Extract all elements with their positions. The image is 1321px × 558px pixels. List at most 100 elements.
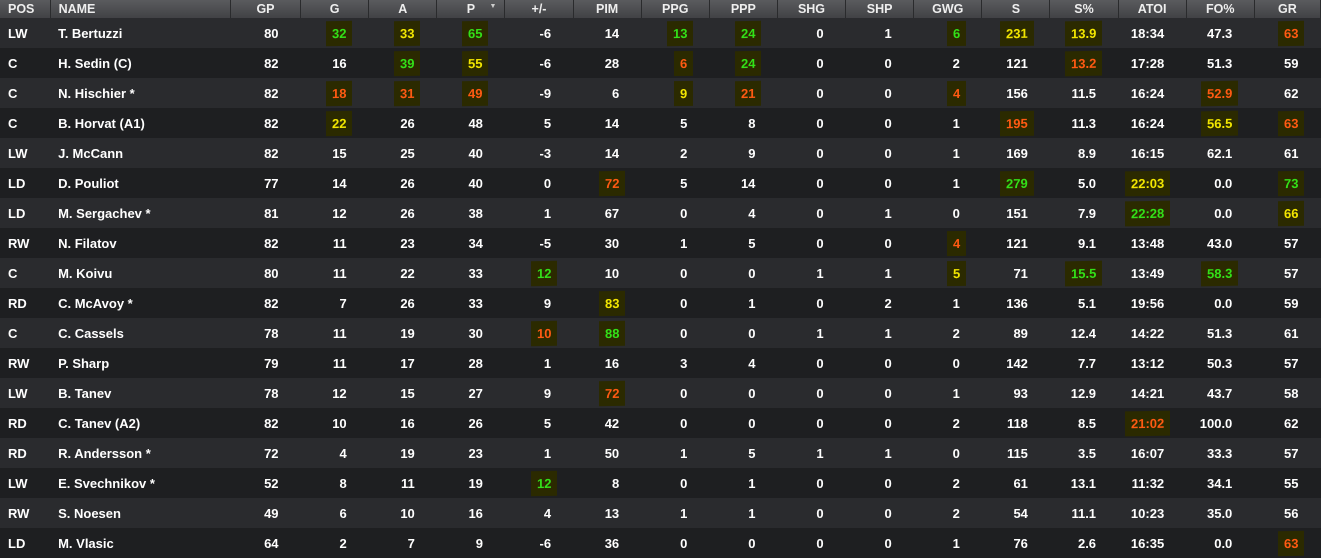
cell-fo: 34.1 xyxy=(1186,468,1255,498)
cell-pim: 50 xyxy=(573,438,642,468)
column-header-name[interactable]: NAME xyxy=(50,0,231,18)
cell-shg: 0 xyxy=(777,378,846,408)
cell-gr: 61 xyxy=(1254,318,1321,348)
cell-gp: 72 xyxy=(230,438,301,468)
cell-name[interactable]: M. Vlasic xyxy=(50,528,231,558)
column-header-spct[interactable]: S% xyxy=(1049,0,1119,18)
table-row[interactable]: LW B. Tanev 78 12 15 27 9 72 0 0 0 0 1 93 12.9 14:21 43.… xyxy=(0,378,1321,408)
highlighted-value: 24 xyxy=(734,50,762,76)
highlighted-value: 5 xyxy=(946,260,966,286)
cell-shg: 0 xyxy=(777,528,846,558)
cell-name[interactable]: D. Pouliot xyxy=(50,168,231,198)
cell-ppg: 0 xyxy=(641,288,710,318)
cell-ppg: 2 xyxy=(641,138,710,168)
column-header-g[interactable]: G xyxy=(300,0,370,18)
cell-pos: LD xyxy=(0,198,51,228)
table-row[interactable]: C C. Cassels 78 11 19 30 10 88 0 0 1 1 2 89 12.4 14:22 5… xyxy=(0,318,1321,348)
cell-shg: 0 xyxy=(777,108,846,138)
column-header-pim[interactable]: PIM xyxy=(573,0,642,18)
column-header-shp[interactable]: SHP xyxy=(845,0,915,18)
column-header-gp[interactable]: GP xyxy=(230,0,302,18)
column-header-pm[interactable]: +/- xyxy=(504,0,574,18)
cell-name[interactable]: C. Cassels xyxy=(50,318,231,348)
column-header-gwg[interactable]: GWG xyxy=(913,0,983,18)
cell-fo: 100.0 xyxy=(1186,408,1255,438)
highlighted-value: 33 xyxy=(394,20,421,46)
table-row[interactable]: LW T. Bertuzzi 80 32 33 65 -6 14 13 24 0 1 6 231 13.9 1… xyxy=(0,18,1321,48)
cell-name[interactable]: B. Horvat (A1) xyxy=(50,108,231,138)
cell-ppg: 3 xyxy=(641,348,710,378)
cell-name[interactable]: C. McAvoy * xyxy=(50,288,231,318)
cell-fo: 51.3 xyxy=(1186,318,1255,348)
cell-name[interactable]: M. Koivu xyxy=(50,258,231,288)
table-row[interactable]: RW P. Sharp 79 11 17 28 1 16 3 4 0 0 0 142 7.7 13:12 50.… xyxy=(0,348,1321,378)
cell-s: 118 xyxy=(981,408,1050,438)
cell-shg: 0 xyxy=(777,288,846,318)
cell-spct: 7.7 xyxy=(1049,348,1119,378)
table-row[interactable]: LD D. Pouliot 77 14 26 40 0 72 5 14 0 0 1 279 5.0 22:03… xyxy=(0,168,1321,198)
cell-fo: 0.0 xyxy=(1186,198,1255,228)
cell-spct: 8.9 xyxy=(1049,138,1119,168)
cell-name[interactable]: S. Noesen xyxy=(50,498,231,528)
cell-name[interactable]: M. Sergachev * xyxy=(50,198,231,228)
cell-name[interactable]: R. Andersson * xyxy=(50,438,231,468)
cell-shp: 0 xyxy=(845,498,914,528)
cell-ppg: 6 xyxy=(641,48,710,78)
table-row[interactable]: RD R. Andersson * 72 4 19 23 1 50 1 5 1 1 0 115 3.5 16:… xyxy=(0,438,1321,468)
cell-shp: 1 xyxy=(845,438,914,468)
highlighted-value: 32 xyxy=(326,20,353,46)
cell-name[interactable]: N. Filatov xyxy=(50,228,231,258)
table-row[interactable]: LW E. Svechnikov * 52 8 11 19 12 8 0 1 0 0 2 61 13.1 11… xyxy=(0,468,1321,498)
cell-a: 26 xyxy=(368,168,437,198)
cell-ppg: 0 xyxy=(641,528,710,558)
table-row[interactable]: C M. Koivu 80 11 22 33 12 10 0 0 1 1 5 71 15.5 13:49 58.… xyxy=(0,258,1321,288)
cell-name[interactable]: T. Bertuzzi xyxy=(50,18,231,48)
column-header-shg[interactable]: SHG xyxy=(777,0,847,18)
cell-pm: 0 xyxy=(504,168,574,198)
column-header-pos[interactable]: POS xyxy=(0,0,51,18)
cell-name[interactable]: B. Tanev xyxy=(50,378,231,408)
cell-fo: 35.0 xyxy=(1186,498,1255,528)
column-header-a[interactable]: A xyxy=(368,0,438,18)
cell-pim: 72 xyxy=(573,378,642,408)
highlighted-value: 22:28 xyxy=(1124,200,1171,226)
cell-name[interactable]: P. Sharp xyxy=(50,348,231,378)
cell-pm: 12 xyxy=(504,468,574,498)
table-row[interactable]: LD M. Vlasic 64 2 7 9 -6 36 0 0 0 0 1 76 2.6 16:35 0.0 63 xyxy=(0,528,1321,558)
cell-ppp: 8 xyxy=(709,108,778,138)
highlighted-value: 72 xyxy=(598,380,626,406)
cell-a: 25 xyxy=(368,138,437,168)
cell-name[interactable]: E. Svechnikov * xyxy=(50,468,231,498)
cell-pos: RW xyxy=(0,228,51,258)
cell-atoi: 11:32 xyxy=(1118,468,1187,498)
table-row[interactable]: LD M. Sergachev * 81 12 26 38 1 67 0 4 0 1 0 151 7.9 22… xyxy=(0,198,1321,228)
table-row[interactable]: RW N. Filatov 82 11 23 34 -5 30 1 5 0 0 4 121 9.1 13:48… xyxy=(0,228,1321,258)
table-row[interactable]: RD C. Tanev (A2) 82 10 16 26 5 42 0 0 0 0 2 118 8.5 21:… xyxy=(0,408,1321,438)
table-row[interactable]: LW J. McCann 82 15 25 40 -3 14 2 9 0 0 1 169 8.9 16:15 6… xyxy=(0,138,1321,168)
cell-name[interactable]: J. McCann xyxy=(50,138,231,168)
cell-name[interactable]: N. Hischier * xyxy=(50,78,231,108)
table-row[interactable]: C H. Sedin (C) 82 16 39 55 -6 28 6 24 0 0 2 121 13.2 17… xyxy=(0,48,1321,78)
column-header-atoi[interactable]: ATOI xyxy=(1118,0,1187,18)
cell-name[interactable]: H. Sedin (C) xyxy=(50,48,231,78)
cell-gp: 77 xyxy=(230,168,301,198)
cell-s: 89 xyxy=(981,318,1050,348)
column-header-ppp[interactable]: PPP xyxy=(709,0,778,18)
cell-atoi: 22:28 xyxy=(1118,198,1187,228)
column-header-ppg[interactable]: PPG xyxy=(641,0,710,18)
table-row[interactable]: RD C. McAvoy * 82 7 26 33 9 83 0 1 0 2 1 136 5.1 19:56 0… xyxy=(0,288,1321,318)
table-row[interactable]: C N. Hischier * 82 18 31 49 -9 6 9 21 0 0 4 156 11.5 16… xyxy=(0,78,1321,108)
column-header-p[interactable]: P xyxy=(436,0,506,18)
highlighted-value: 195 xyxy=(1000,110,1034,136)
column-header-fo[interactable]: FO% xyxy=(1186,0,1255,18)
table-row[interactable]: C B. Horvat (A1) 82 22 26 48 5 14 5 8 0 0 1 195 11.3 16… xyxy=(0,108,1321,138)
cell-pim: 42 xyxy=(573,408,642,438)
column-header-gr[interactable]: GR xyxy=(1254,0,1321,18)
cell-gr: 63 xyxy=(1254,528,1321,558)
cell-name[interactable]: C. Tanev (A2) xyxy=(50,408,231,438)
table-row[interactable]: RW S. Noesen 49 6 10 16 4 13 1 1 0 0 2 54 11.1 10:23 35.… xyxy=(0,498,1321,528)
cell-pim: 14 xyxy=(573,18,642,48)
cell-gwg: 1 xyxy=(913,138,982,168)
cell-p: 55 xyxy=(436,48,505,78)
column-header-s[interactable]: S xyxy=(981,0,1051,18)
